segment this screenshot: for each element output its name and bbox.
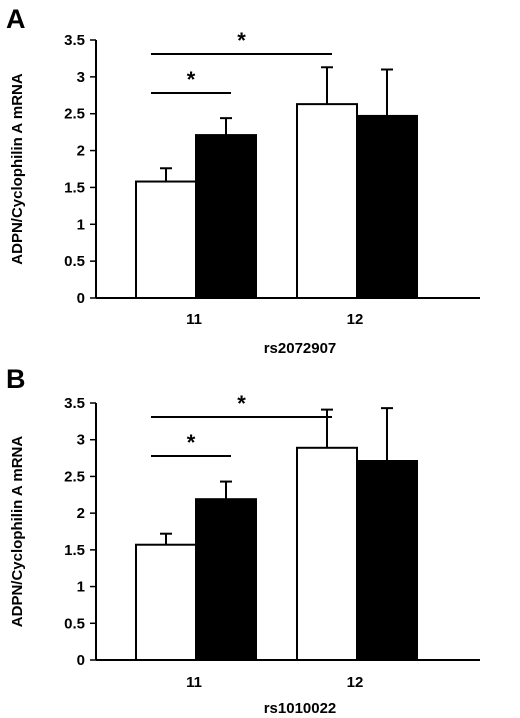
panel-b-y-tick-label: 0.5	[64, 615, 85, 632]
panel-b-y-tick-label: 3.5	[64, 395, 85, 412]
panel-b-bar-11-white	[135, 543, 197, 662]
panel-b-letter: B	[6, 364, 26, 394]
panel-b-bar-12-black	[356, 460, 418, 661]
panel-b-significance-star: *	[237, 391, 246, 416]
panel-a-y-tick-label: 2	[77, 143, 85, 160]
panel-a-y-axis-title: ADPN/Cyclophilin A mRNA	[9, 73, 26, 265]
panel-a-significance-star: *	[187, 67, 196, 92]
panel-a-y-tick-label: 3.5	[64, 32, 85, 49]
panel-b-y-tick-label: 3	[77, 432, 85, 449]
panel-a-bar-12-white	[296, 103, 358, 300]
panel-a-y-tick-label: 2.5	[64, 106, 85, 123]
panel-a-x-tick-label: 12	[347, 311, 364, 328]
panel-b-y-tick-label: 1.5	[64, 542, 85, 559]
panel-a-y-tick-label: 0.5	[64, 253, 85, 270]
panel-a-bar-11-black	[195, 134, 257, 299]
panel-a-x-axis-title: rs2072907	[264, 340, 337, 357]
panel-a-y-tick-label: 1.5	[64, 179, 85, 196]
panel-b-y-tick-label: 2.5	[64, 468, 85, 485]
panel-b-x-axis-title: rs1010022	[264, 700, 337, 717]
panel-a: A 0 0.5 1 1.5 2 2.5 3 3.5 ADPN/Cyclophilin A mRNA…	[6, 4, 480, 357]
panel-b-x-tick-label: 11	[186, 674, 202, 691]
panel-b-bar-12-white	[296, 446, 358, 662]
panel-b-y-tick-label: 2	[77, 505, 85, 522]
panel-b-y-tick-label: 0	[77, 652, 85, 669]
panel-b: B 0 0.5 1 1.5 2 2.5 3 3.5 ADPN/Cyclophilin A mRNA…	[6, 364, 480, 717]
panel-b-y-axis-title: ADPN/Cyclophilin A mRNA	[9, 436, 26, 628]
panel-a-y-tick-label: 1	[77, 216, 85, 233]
panel-a-letter: A	[6, 4, 26, 34]
panel-a-significance-star: *	[237, 28, 246, 53]
panel-b-bar-11-black	[195, 498, 257, 662]
panel-b-significance-star: *	[187, 430, 196, 455]
panel-a-bar-11-white	[135, 180, 197, 300]
panel-a-x-tick-label: 11	[186, 311, 202, 328]
panel-a-y-tick-label: 3	[77, 69, 85, 86]
panel-a-bar-12-black	[356, 114, 418, 299]
panel-b-y-tick-label: 1	[77, 579, 85, 596]
panel-b-x-tick-label: 12	[347, 674, 364, 691]
panel-a-y-tick-label: 0	[77, 290, 85, 307]
